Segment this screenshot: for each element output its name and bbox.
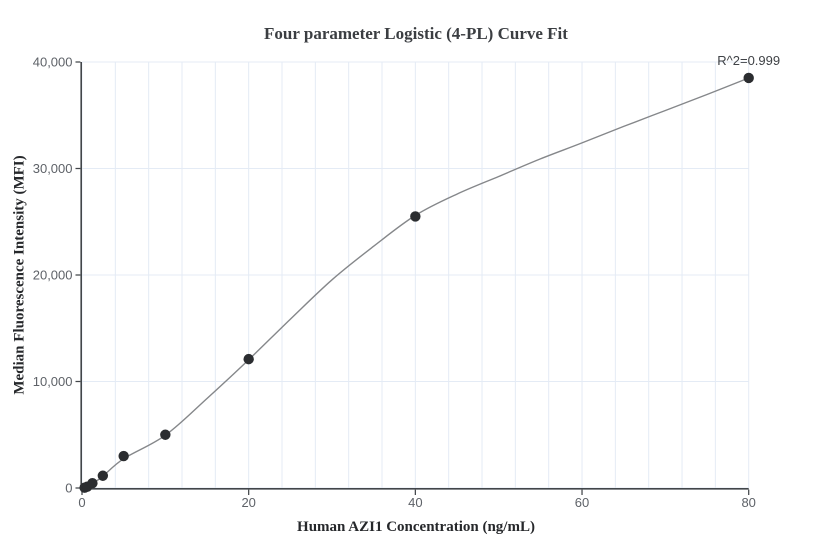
x-tick-label: 60 bbox=[575, 495, 589, 510]
y-tick-label: 20,000 bbox=[33, 268, 73, 283]
data-point bbox=[97, 470, 109, 481]
y-tick-label: 0 bbox=[65, 481, 72, 496]
data-point bbox=[87, 478, 98, 489]
data-point bbox=[410, 211, 421, 222]
data-point bbox=[118, 450, 129, 462]
x-tick-label: 0 bbox=[78, 495, 85, 510]
r-squared-annotation: R^2=0.999 bbox=[717, 53, 780, 68]
x-tick-label: 80 bbox=[741, 495, 755, 510]
y-tick-label: 40,000 bbox=[33, 55, 73, 70]
x-tick-label: 20 bbox=[241, 495, 255, 510]
y-axis-title: Median Fluorescence Intensity (MFI) bbox=[11, 155, 28, 395]
chart-title: Four parameter Logistic (4-PL) Curve Fit bbox=[264, 24, 568, 43]
data-point bbox=[243, 353, 254, 365]
data-point bbox=[743, 72, 754, 84]
y-tick-label: 10,000 bbox=[33, 374, 73, 389]
data-point bbox=[160, 429, 171, 440]
x-axis-title: Human AZI1 Concentration (ng/mL) bbox=[297, 519, 535, 535]
y-tick-label: 30,000 bbox=[33, 161, 73, 176]
x-tick-label: 40 bbox=[408, 495, 422, 510]
